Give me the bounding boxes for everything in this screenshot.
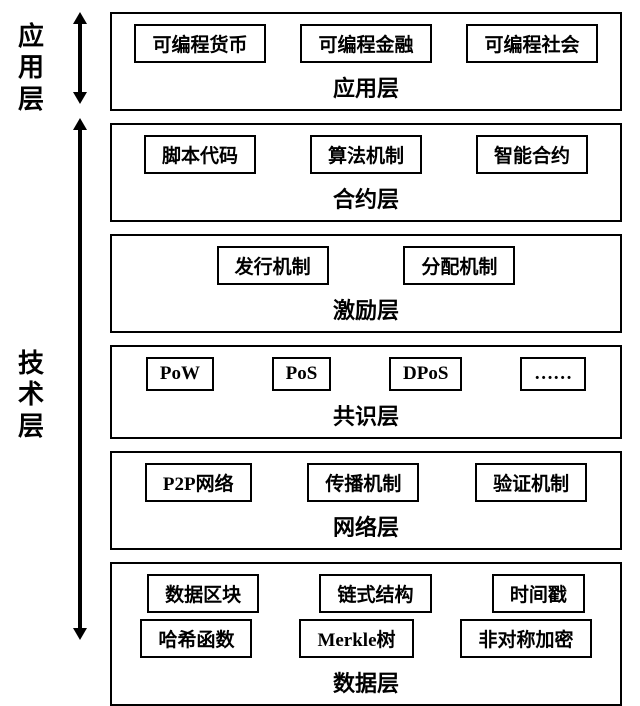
contract-layer-row: 脚本代码 算法机制 智能合约 [122, 135, 610, 174]
dpos-cell: DPoS [389, 357, 462, 391]
data-layer-box: 数据区块 链式结构 时间戳哈希函数 Merkle树 非对称加密数据层 [110, 562, 622, 706]
asym-crypto-cell: 非对称加密 [460, 619, 591, 658]
hash-fn-cell: 哈希函数 [140, 619, 252, 658]
char: 应 [18, 21, 44, 52]
propagation-cell: 传播机制 [307, 463, 419, 502]
consensus-layer-box: PoW PoS DPoS …… 共识层 [110, 345, 622, 439]
arrow-head-down [73, 628, 87, 640]
network-layer-row: P2P网络 传播机制 验证机制 [122, 463, 610, 502]
consensus-layer-row: PoW PoS DPoS …… [122, 357, 610, 391]
contract-layer-title: 合约层 [122, 182, 610, 214]
app-layer-box: 可编程货币可编程金融可编程社会应用层 [110, 12, 622, 111]
side-label-application: 应 用 层 [18, 18, 44, 118]
char: 术 [18, 379, 44, 410]
data-layer-row: 哈希函数 Merkle树 非对称加密 [122, 619, 610, 658]
app-layer-row: 可编程货币可编程金融可编程社会 [122, 24, 610, 63]
smart-contract-cell: 智能合约 [476, 135, 588, 174]
chain-struct-cell: 链式结构 [319, 574, 431, 613]
diagram-canvas: 应 用 层 技 术 层 可编程货币可编程金融可编程社会应用层脚本代码算法机制智能… [0, 0, 640, 656]
merkle-cell: Merkle树 [299, 619, 413, 658]
p2p-cell: P2P网络 [145, 463, 252, 502]
side-label-technology: 技 术 层 [18, 320, 44, 470]
incentive-layer-title: 激励层 [122, 293, 610, 325]
char: 技 [18, 348, 44, 379]
prog-society-cell: 可编程社会 [466, 24, 597, 63]
pow-cell: PoW [146, 357, 214, 391]
etc-cell: …… [520, 357, 586, 391]
arrow-shaft [78, 128, 82, 630]
prog-finance-cell: 可编程金融 [300, 24, 431, 63]
network-layer-box: P2P网络 传播机制 验证机制网络层 [110, 451, 622, 550]
arrow-shaft [78, 22, 82, 94]
data-layer-title: 数据层 [122, 666, 610, 698]
arrow-head-down [73, 92, 87, 104]
prog-currency-cell: 可编程货币 [134, 24, 265, 63]
algo-mech-cell: 算法机制 [310, 135, 422, 174]
timestamp-cell: 时间戳 [492, 574, 585, 613]
incentive-layer-box: 发行机制 分配机制激励层 [110, 234, 622, 333]
consensus-layer-title: 共识层 [122, 399, 610, 431]
char: 层 [18, 84, 44, 115]
script-code-cell: 脚本代码 [144, 135, 256, 174]
incentive-layer-row: 发行机制 分配机制 [122, 246, 610, 285]
data-layer-row: 数据区块 链式结构 时间戳 [122, 574, 610, 613]
network-layer-title: 网络层 [122, 510, 610, 542]
issue-mech-cell: 发行机制 [217, 246, 329, 285]
contract-layer-box: 脚本代码 算法机制 智能合约合约层 [110, 123, 622, 222]
data-block-cell: 数据区块 [147, 574, 259, 613]
char: 层 [18, 411, 44, 442]
layers-column: 可编程货币可编程金融可编程社会应用层脚本代码 算法机制 智能合约合约层发行机制 分配机… [110, 12, 622, 706]
verification-cell: 验证机制 [475, 463, 587, 502]
app-layer-title: 应用层 [122, 71, 610, 103]
char: 用 [18, 52, 44, 83]
pos-cell: PoS [272, 357, 332, 391]
alloc-mech-cell: 分配机制 [403, 246, 515, 285]
